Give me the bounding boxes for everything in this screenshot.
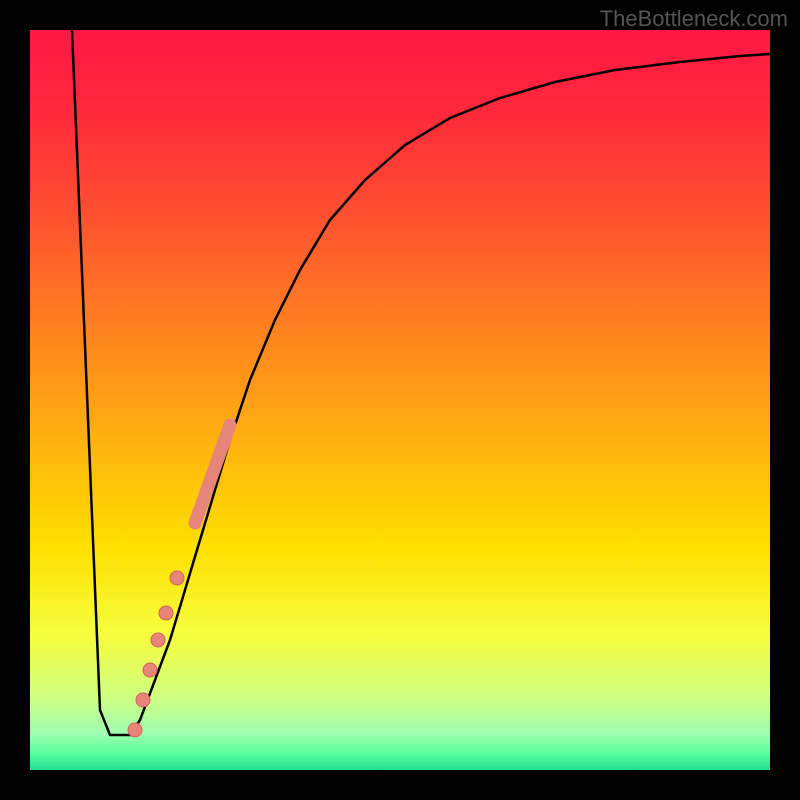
watermark-text: TheBottleneck.com [600, 6, 788, 32]
chart-svg [0, 0, 800, 800]
bottleneck-chart: TheBottleneck.com [0, 0, 800, 800]
